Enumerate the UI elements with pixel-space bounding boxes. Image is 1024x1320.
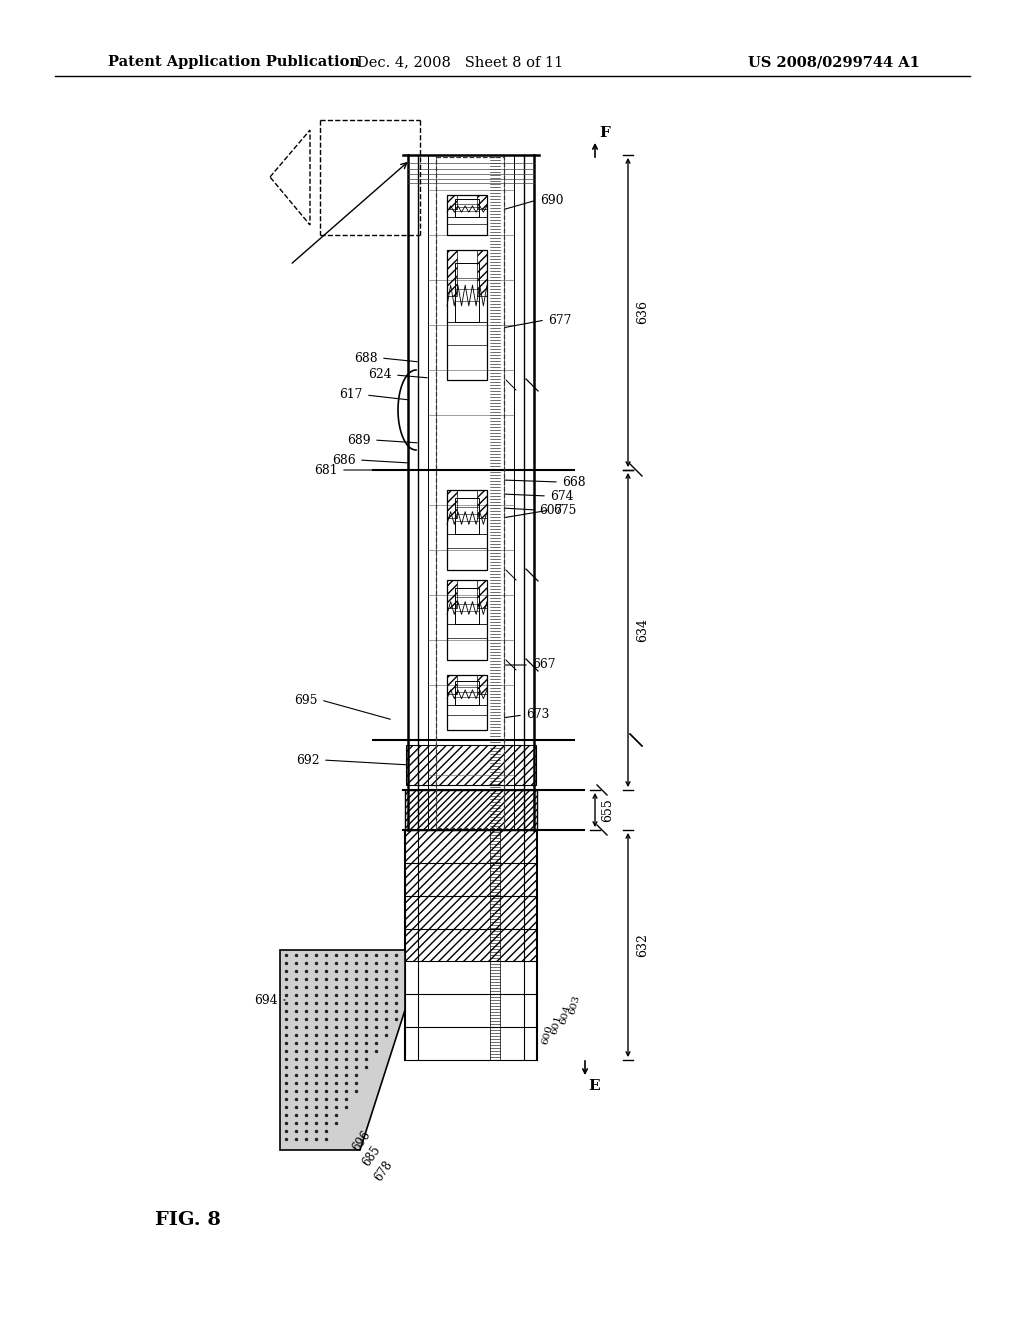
Bar	[406, 789, 537, 830]
Text: 674: 674	[550, 490, 573, 503]
Text: 681: 681	[314, 463, 338, 477]
Text: 668: 668	[562, 475, 586, 488]
Text: 634: 634	[636, 618, 649, 642]
Text: 667: 667	[532, 659, 555, 672]
Text: 677: 677	[548, 314, 571, 326]
Bar	[447, 535, 487, 570]
Polygon shape	[270, 129, 310, 224]
Text: 607: 607	[539, 503, 562, 516]
Bar	[406, 896, 537, 928]
Bar	[447, 195, 487, 235]
Text: 689: 689	[347, 433, 371, 446]
Text: FIG. 8: FIG. 8	[155, 1210, 221, 1229]
Bar	[406, 863, 537, 896]
Text: Dec. 4, 2008   Sheet 8 of 11: Dec. 4, 2008 Sheet 8 of 11	[357, 55, 563, 69]
Text: 636: 636	[636, 301, 649, 325]
Bar	[455, 263, 479, 322]
Text: 678: 678	[372, 1158, 395, 1183]
Bar	[455, 498, 479, 535]
Text: 604: 604	[558, 1005, 571, 1026]
Bar	[436, 157, 504, 828]
Text: 695: 695	[295, 693, 318, 706]
Bar	[477, 249, 487, 296]
Text: 673: 673	[526, 709, 549, 722]
Text: 686: 686	[333, 454, 356, 466]
Bar	[447, 579, 487, 660]
Text: 696: 696	[350, 1129, 373, 1154]
Bar	[447, 249, 457, 296]
Polygon shape	[280, 950, 406, 1150]
Bar	[447, 216, 487, 235]
Bar	[447, 579, 457, 609]
Bar	[477, 675, 487, 694]
Text: 617: 617	[340, 388, 362, 401]
Bar	[447, 490, 487, 570]
Bar	[447, 705, 487, 730]
Text: E: E	[588, 1078, 600, 1093]
Text: 655: 655	[601, 799, 614, 822]
Text: 632: 632	[636, 933, 649, 957]
Text: 688: 688	[354, 351, 378, 364]
Bar	[447, 675, 487, 730]
Text: 603: 603	[567, 994, 581, 1016]
Text: 624: 624	[369, 368, 392, 381]
Bar	[406, 928, 537, 961]
Bar	[477, 195, 487, 209]
Bar	[455, 587, 479, 624]
Text: 675: 675	[553, 503, 577, 516]
Bar	[406, 744, 536, 785]
Bar	[447, 490, 457, 517]
Bar	[447, 675, 457, 694]
Bar	[447, 624, 487, 660]
Text: Patent Application Publication: Patent Application Publication	[108, 55, 360, 69]
Bar	[447, 195, 457, 209]
Text: 692: 692	[296, 754, 319, 767]
Text: 685: 685	[360, 1143, 383, 1168]
Bar	[477, 490, 487, 517]
Text: 690: 690	[540, 194, 563, 206]
Text: F: F	[599, 125, 610, 140]
Text: 694: 694	[254, 994, 278, 1006]
Text: US 2008/0299744 A1: US 2008/0299744 A1	[749, 55, 920, 69]
Bar	[455, 199, 479, 216]
Bar	[447, 249, 487, 380]
Bar	[406, 830, 537, 863]
Text: 600: 600	[540, 1024, 554, 1045]
Bar	[455, 681, 479, 705]
Text: 601: 601	[549, 1014, 563, 1036]
Bar	[447, 322, 487, 380]
Bar	[477, 579, 487, 609]
